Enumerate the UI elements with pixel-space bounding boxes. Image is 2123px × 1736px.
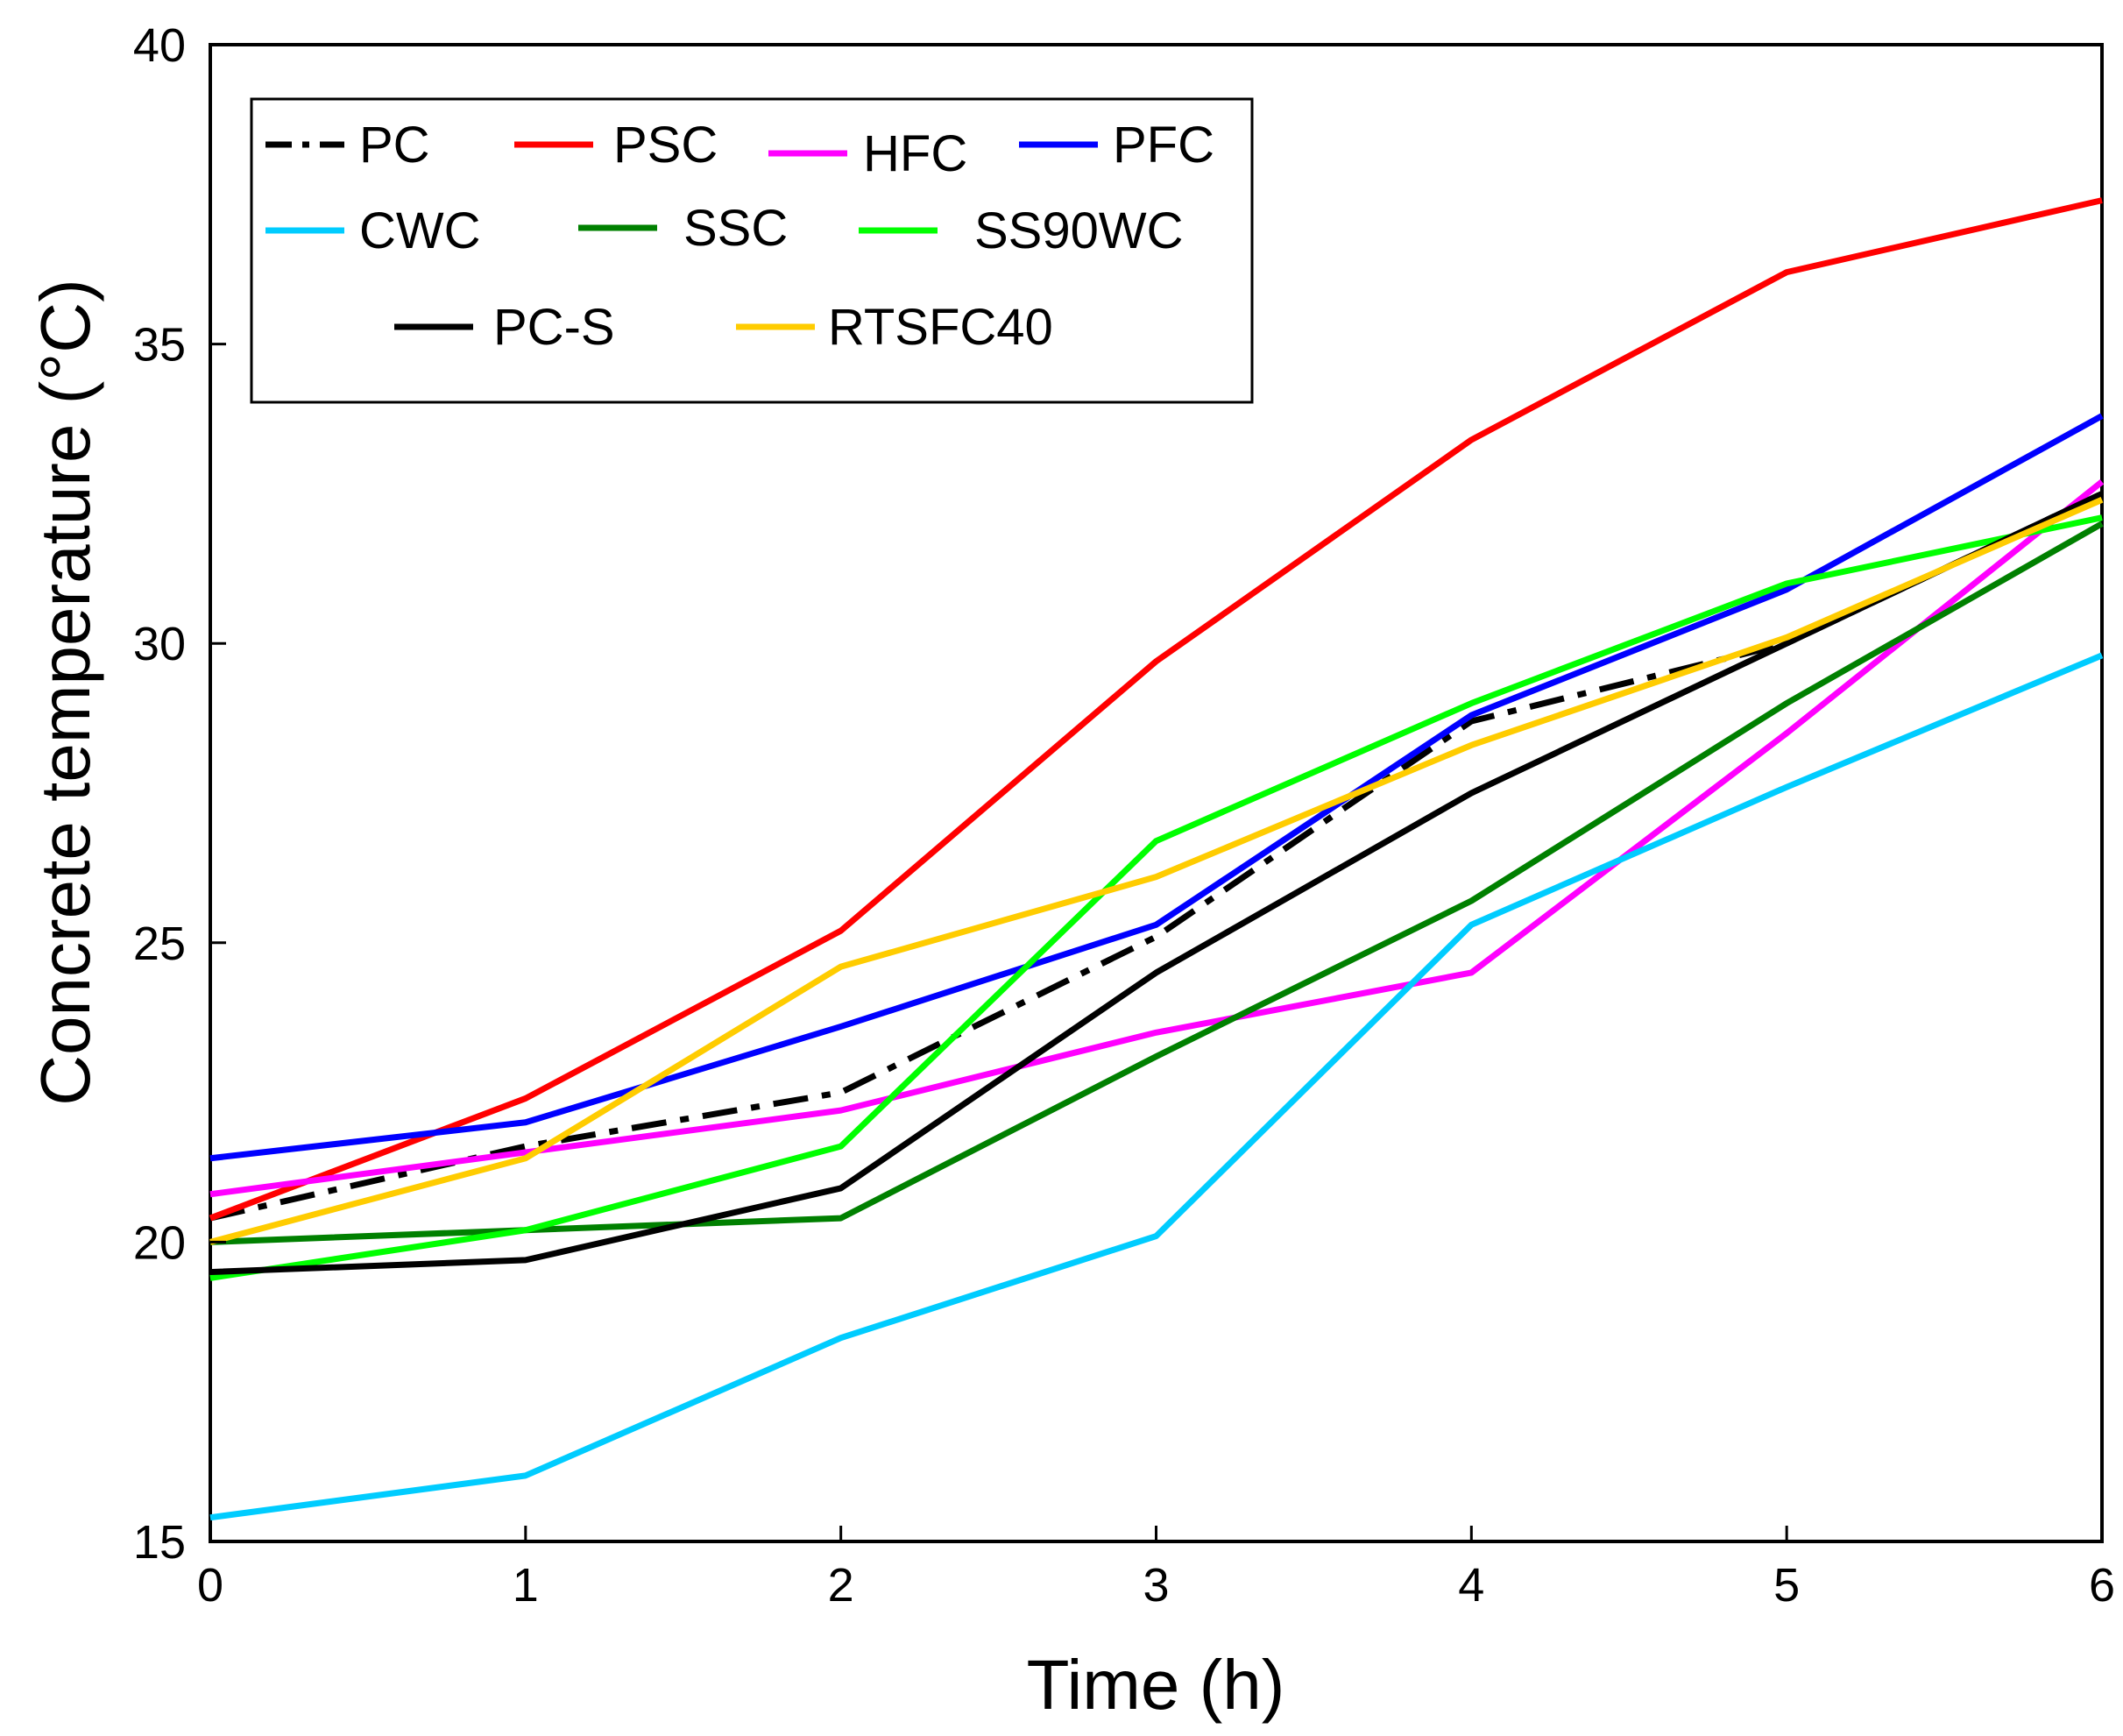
series-line-pfc xyxy=(209,413,2104,1162)
x-tick-label: 6 xyxy=(2089,1559,2115,1612)
y-tick-label: 35 xyxy=(133,319,186,372)
y-axis-ticks: 15 20 25 30 35 40 xyxy=(133,19,226,1569)
x-tick-label: 1 xyxy=(513,1559,539,1612)
y-tick-label: 40 xyxy=(133,19,186,72)
y-tick-label: 25 xyxy=(133,918,186,970)
x-tick-label: 0 xyxy=(197,1559,223,1612)
legend-label-ss90wc: SS90WC xyxy=(974,202,1184,259)
y-tick-label: 15 xyxy=(133,1516,186,1569)
legend-label-cwc: CWC xyxy=(359,202,481,259)
y-tick-label: 20 xyxy=(133,1216,186,1269)
legend-label-hfc: HFC xyxy=(863,125,967,182)
x-axis-ticks: 0 1 2 3 4 5 6 xyxy=(197,1526,2115,1612)
series-layer xyxy=(209,197,2105,1521)
x-tick-label: 2 xyxy=(828,1559,854,1612)
legend-label-pc: PC xyxy=(359,117,430,174)
x-tick-label: 3 xyxy=(1143,1559,1169,1612)
legend-label-pc-s: PC-S xyxy=(493,299,615,356)
legend-label-psc: PSC xyxy=(613,117,718,174)
series-line-cwc xyxy=(209,652,2104,1521)
legend-label-rtsfc40: RTSFC40 xyxy=(828,299,1053,356)
series-line-pc-s xyxy=(209,491,2104,1276)
legend-label-pfc: PFC xyxy=(1113,117,1214,174)
series-line-rtsfc40 xyxy=(209,497,2104,1245)
series-line-psc xyxy=(209,197,2103,1222)
legend-label-ssc: SSC xyxy=(683,200,788,257)
y-tick-label: 30 xyxy=(133,618,186,670)
legend-box xyxy=(250,97,1254,404)
series-line-hfc xyxy=(209,478,2105,1198)
x-tick-label: 5 xyxy=(1773,1559,1800,1612)
x-tick-label: 4 xyxy=(1458,1559,1484,1612)
series-line-ss90wc xyxy=(209,514,2103,1281)
y-axis-title: Concrete temperature (°C) xyxy=(26,279,104,1105)
legend: PC PSC HFC PFC CWC SSC SS90WC PC-S RTSFC40 xyxy=(250,97,1254,404)
x-axis-title: Time (h) xyxy=(1027,1646,1285,1724)
